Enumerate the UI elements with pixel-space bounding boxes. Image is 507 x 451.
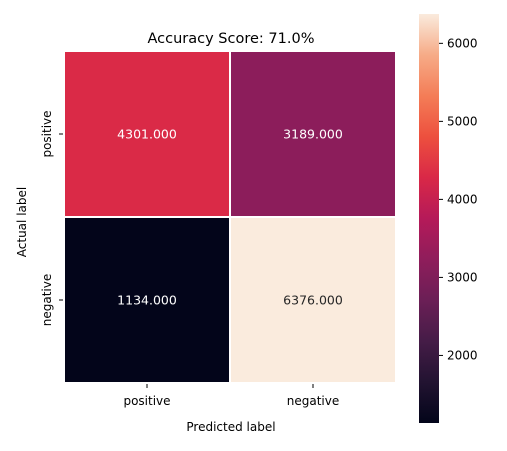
y-tick-label: negative: [40, 274, 54, 326]
chart-title: Accuracy Score: 71.0%: [148, 31, 315, 47]
cell-value-label: 3189.000: [283, 127, 343, 142]
colorbar-ticks: 2000 3000 4000 5000 6000: [439, 36, 478, 362]
cell-value-label: 6376.000: [283, 293, 343, 308]
y-tick-label: positive: [40, 110, 54, 157]
cell-value-label: 4301.000: [117, 127, 177, 142]
heatmap-cell: [63, 216, 231, 384]
heatmap-cell: [229, 50, 397, 218]
cell-value-label: 1134.000: [117, 293, 177, 308]
y-axis-ticks: positive negative: [40, 110, 63, 326]
y-axis-label: Actual label: [15, 187, 29, 257]
x-tick-label: negative: [287, 394, 339, 408]
colorbar-tick-label: 5000: [447, 114, 478, 128]
heatmap-cell: [63, 50, 231, 218]
heatmap-cell-labels: 4301.000 3189.000 1134.000 6376.000: [117, 127, 343, 308]
x-tick-label: positive: [123, 394, 170, 408]
colorbar-tick-label: 3000: [447, 270, 478, 284]
colorbar-tick-label: 4000: [447, 192, 478, 206]
colorbar-tick-label: 6000: [447, 36, 478, 50]
x-axis-label: Predicted label: [186, 420, 275, 434]
colorbar: [419, 14, 439, 423]
x-axis-ticks: positive negative: [123, 384, 339, 408]
heatmap-cells: [63, 50, 397, 384]
heatmap-cell: [229, 216, 397, 384]
colorbar-tick-label: 2000: [447, 348, 478, 362]
